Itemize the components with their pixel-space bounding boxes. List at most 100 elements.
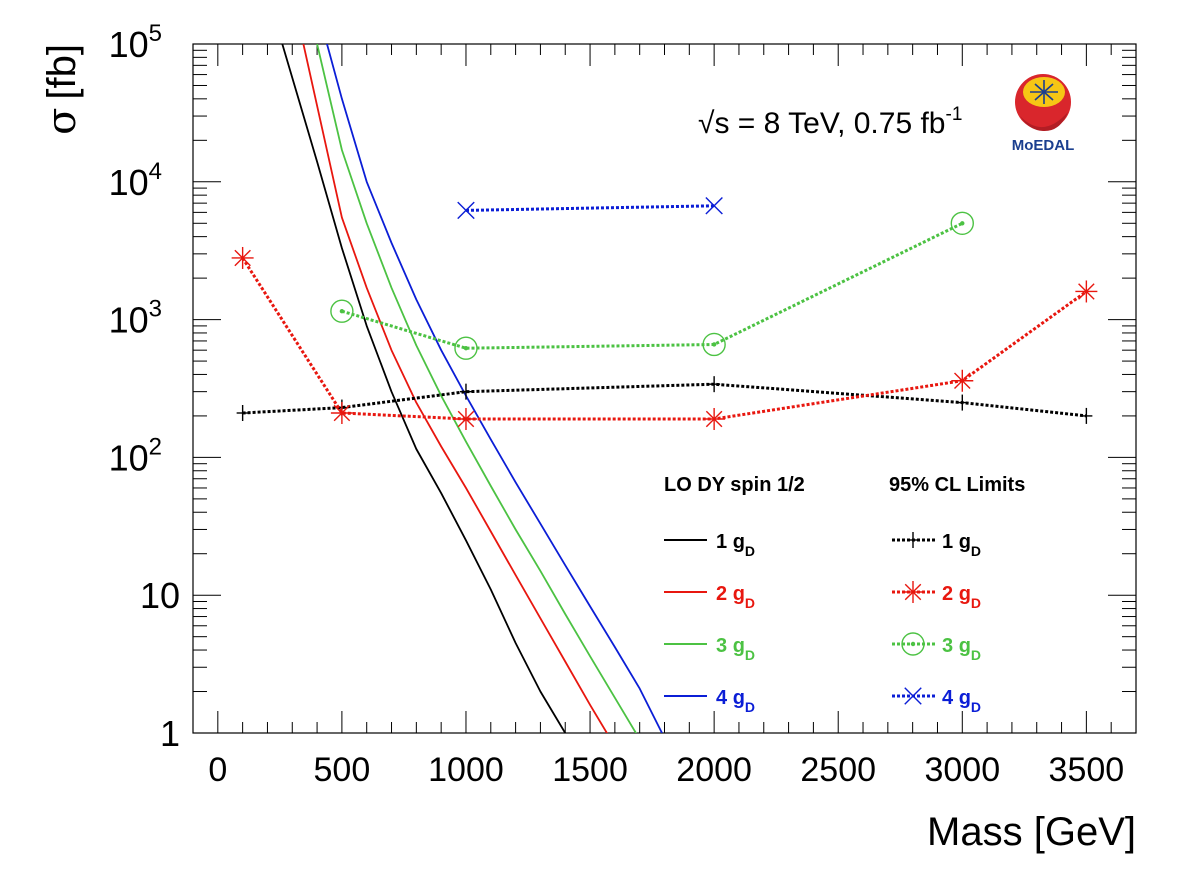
plus-marker-icon [708,376,721,393]
x-tick-label: 3000 [924,751,1000,789]
x-tick-label: 2000 [676,751,752,789]
legend-text: g [959,687,971,709]
legend: LO DY spin 1/2 95% CL Limits 1 gD 1 gD2 g… [664,474,1025,715]
marker-stroke [457,201,475,220]
theory-curve-2gd [302,44,608,733]
legend-limit-label-1: 1 gD [942,531,981,559]
legend-theory-header: LO DY spin 1/2 [664,474,805,496]
y-tick-exponent: 4 [149,158,162,185]
plus-marker-icon [236,404,249,421]
star-marker-icon [703,407,726,430]
marker-stroke [954,372,971,390]
limit-curve-3gd [341,221,963,350]
legend-text: g [959,583,971,605]
marker-dot [463,346,469,351]
legend-text: g [959,531,971,553]
star-marker-icon [330,401,353,424]
x-tick-labels: 0 500 1000 1500 2000 2500 3000 3500 [208,751,1124,789]
star-marker-icon [454,407,477,430]
marker-ring [950,211,974,235]
limit-curve-1gd [242,382,1087,418]
plus-marker-icon [459,383,472,400]
y-tick-exponent: 5 [149,20,162,47]
circle-marker-icon [901,632,925,656]
legend-text: g [959,635,971,657]
y-tick-base: 10 [109,24,149,65]
marker-dot [910,641,916,647]
plus-marker-icon [907,532,919,548]
legend-limits-header: 95% CL Limits [889,474,1025,496]
marker-ring [454,336,478,360]
star-marker-icon [231,246,254,269]
y-tick-label: 102 [109,433,162,478]
x-tick-label: 500 [314,751,371,789]
plot-frame [192,43,1137,734]
legend-text: 3 [716,635,733,657]
x-tick-label: 3500 [1049,751,1125,789]
theory-curve-4gd [326,44,663,733]
theory-curve-1gd [281,44,566,733]
legend-text: 1 [716,531,733,553]
marker-ring [901,632,925,656]
y-tick-exponent: 3 [149,296,162,323]
cross-marker-icon [904,687,922,705]
logo-text: MoEDAL [1012,137,1075,154]
y-tick-label: 103 [109,296,162,341]
plus-marker-icon [1080,407,1093,424]
circle-marker-icon [702,332,726,357]
y-tick-base: 10 [109,300,149,341]
axis-ticks [192,43,1137,734]
svg-text:σ[fb]: σ [fb] [39,44,85,135]
y-axis-title: σ [fb] [39,44,85,135]
limit-curve-2gd [241,257,1088,421]
legend-subscript: D [745,647,755,663]
marker-stroke [1078,283,1095,300]
legend-subscript: D [745,543,755,559]
legend-subscript: D [745,595,755,611]
energy-annotation: √s = 8 TeV, 0.75 fb-1 [698,104,962,140]
legend-text: 1 [942,531,959,553]
legend-text: 2 [716,583,733,605]
marker-stroke [234,249,251,267]
circle-marker-icon [454,336,478,360]
x-tick-label: 0 [208,751,227,789]
y-tick-label: 105 [109,20,162,65]
legend-text: 2 [942,583,959,605]
cross-marker-icon [457,201,475,220]
y-tick-base: 10 [109,162,149,203]
legend-subscript: D [971,699,981,715]
legend-subscript: D [971,595,981,611]
marker-ring [702,332,726,357]
circle-marker-icon [330,299,354,323]
star-marker-icon [902,581,924,603]
marker-stroke [457,410,475,428]
logo-shade-icon [1020,112,1068,132]
legend-subscript: D [971,543,981,559]
legend-limit-label-3: 3 gD [942,635,981,663]
legend-theory-label-2: 2 gD [716,583,755,611]
marker-dot [339,309,345,314]
x-axis-title: Mass [GeV] [927,810,1136,854]
y-tick-label: 10 [140,575,180,616]
x-tick-label: 2500 [800,751,876,789]
y-tick-label: 104 [109,158,162,203]
legend-text: g [733,531,745,553]
star-marker-icon [1075,280,1098,303]
legend-text: 4 [942,687,959,709]
lumi-exponent: -1 [946,104,963,125]
legend-limit-label-2: 2 gD [942,583,981,611]
marker-dot [711,342,717,347]
legend-theory-label-1: 1 gD [716,531,755,559]
legend-text: g [733,635,745,657]
legend-subscript: D [745,699,755,715]
star-marker-icon [951,369,974,392]
marker-stroke [333,404,351,422]
marker-stroke [705,197,723,215]
legend-subscript: D [971,647,981,663]
y-tick-base: 10 [140,575,180,616]
y-tick-exponent: 2 [149,433,162,460]
legend-theory-label-4: 4 gD [716,687,755,715]
x-tick-label: 1500 [552,751,628,789]
